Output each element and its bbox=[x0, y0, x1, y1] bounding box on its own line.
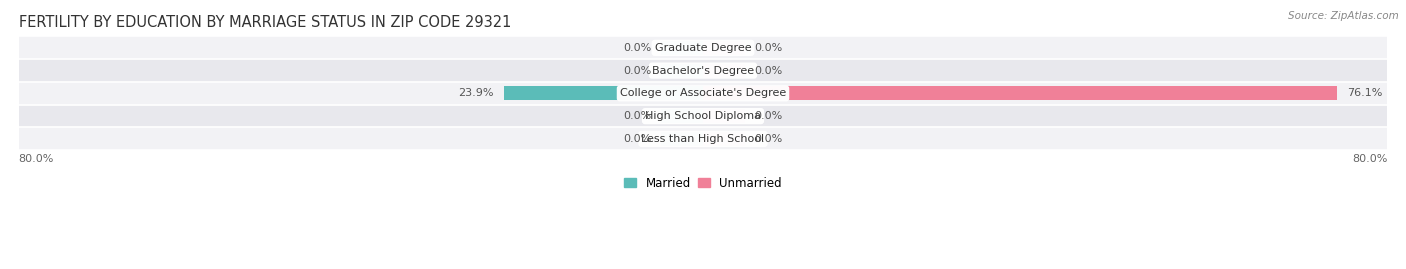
Bar bbox=[0, 37, 1406, 59]
Text: 0.0%: 0.0% bbox=[755, 134, 783, 144]
Text: 0.0%: 0.0% bbox=[623, 134, 651, 144]
Text: Source: ZipAtlas.com: Source: ZipAtlas.com bbox=[1288, 11, 1399, 21]
Bar bbox=[661, 41, 703, 55]
Text: 0.0%: 0.0% bbox=[623, 43, 651, 53]
Bar bbox=[703, 86, 1337, 100]
Bar bbox=[661, 132, 703, 146]
Text: 23.9%: 23.9% bbox=[458, 88, 494, 98]
Text: 76.1%: 76.1% bbox=[1347, 88, 1382, 98]
Bar bbox=[0, 128, 1406, 150]
Bar bbox=[503, 86, 703, 100]
Bar bbox=[0, 82, 1406, 105]
Bar bbox=[661, 63, 703, 78]
Bar bbox=[661, 109, 703, 123]
Text: 0.0%: 0.0% bbox=[755, 66, 783, 76]
Text: 0.0%: 0.0% bbox=[623, 66, 651, 76]
Text: 0.0%: 0.0% bbox=[755, 43, 783, 53]
Text: College or Associate's Degree: College or Associate's Degree bbox=[620, 88, 786, 98]
Text: Less than High School: Less than High School bbox=[641, 134, 765, 144]
Bar bbox=[703, 109, 745, 123]
Bar bbox=[0, 105, 1406, 128]
Bar bbox=[703, 63, 745, 78]
Text: 0.0%: 0.0% bbox=[623, 111, 651, 121]
Legend: Married, Unmarried: Married, Unmarried bbox=[620, 172, 786, 194]
Bar bbox=[703, 41, 745, 55]
Text: High School Diploma: High School Diploma bbox=[645, 111, 761, 121]
Text: Graduate Degree: Graduate Degree bbox=[655, 43, 751, 53]
Bar bbox=[703, 132, 745, 146]
Text: Bachelor's Degree: Bachelor's Degree bbox=[652, 66, 754, 76]
Bar bbox=[0, 59, 1406, 82]
Text: FERTILITY BY EDUCATION BY MARRIAGE STATUS IN ZIP CODE 29321: FERTILITY BY EDUCATION BY MARRIAGE STATU… bbox=[20, 15, 512, 30]
Text: 0.0%: 0.0% bbox=[755, 111, 783, 121]
